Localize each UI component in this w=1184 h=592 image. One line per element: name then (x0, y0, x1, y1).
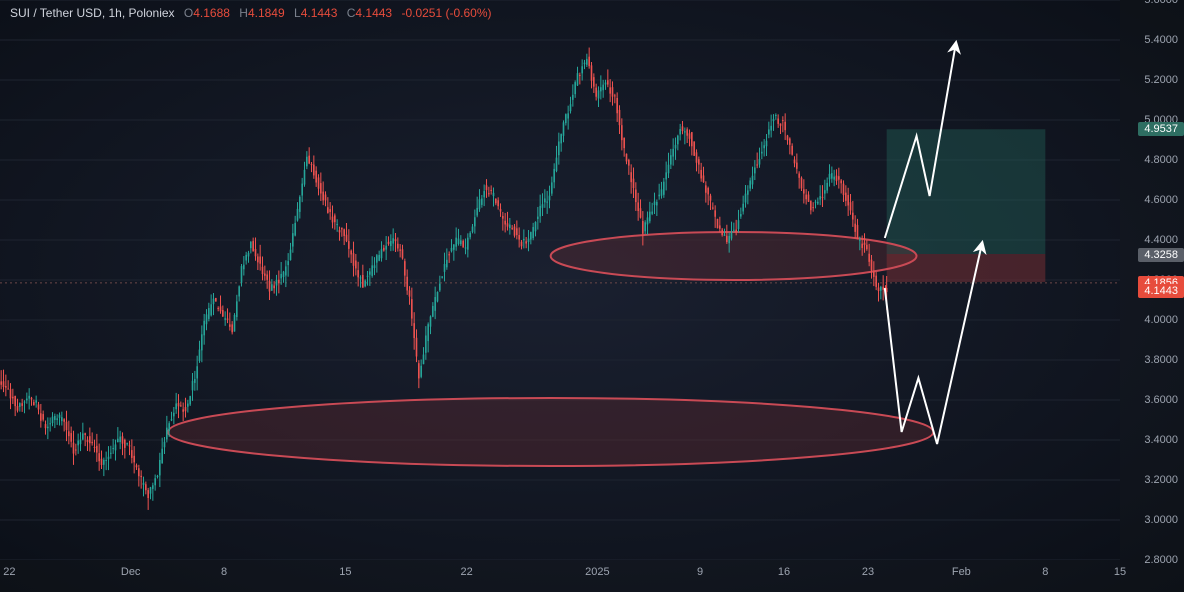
interval-label[interactable]: 1h (108, 6, 121, 20)
exchange-label[interactable]: Poloniex (129, 6, 175, 20)
ohlc-change: -0.0251 (-0.60%) (401, 6, 491, 20)
y-tick: 5.6000 (1144, 0, 1178, 6)
y-axis[interactable]: 2.80003.00003.20003.40003.60003.80004.00… (1120, 0, 1184, 560)
x-tick: 9 (697, 566, 703, 578)
y-tick: 3.0000 (1144, 514, 1178, 526)
x-axis[interactable]: 22Dec81522202591623Feb815 (0, 560, 1120, 592)
ohlc-c: 4.1443 (355, 6, 392, 20)
x-tick: 8 (221, 566, 227, 578)
y-tick: 4.8000 (1144, 154, 1178, 166)
y-tick: 5.2000 (1144, 74, 1178, 86)
x-tick: 8 (1042, 566, 1048, 578)
symbol-name[interactable]: SUI / Tether USD (10, 6, 102, 20)
x-tick: 22 (461, 566, 473, 578)
ohlc-o-label: O (184, 6, 193, 20)
y-tick: 3.4000 (1144, 434, 1178, 446)
x-tick: 16 (778, 566, 790, 578)
x-tick: 23 (862, 566, 874, 578)
x-tick: 15 (339, 566, 351, 578)
x-tick: Dec (121, 566, 141, 578)
price-tag[interactable]: 4.1443 (1138, 284, 1184, 298)
y-tick: 3.6000 (1144, 394, 1178, 406)
y-tick: 4.6000 (1144, 194, 1178, 206)
y-tick: 4.4000 (1144, 234, 1178, 246)
x-tick: 15 (1114, 566, 1126, 578)
y-tick: 5.4000 (1144, 34, 1178, 46)
x-tick: 2025 (585, 566, 609, 578)
ohlc-l-label: L (294, 6, 301, 20)
ohlc-o: 4.1688 (193, 6, 230, 20)
y-tick: 3.2000 (1144, 474, 1178, 486)
chart-svg[interactable] (0, 0, 1120, 560)
y-tick: 3.8000 (1144, 354, 1178, 366)
price-tag[interactable]: 4.3258 (1138, 248, 1184, 262)
chart-root: SUI / Tether USD, 1h, Poloniex O4.1688 H… (0, 0, 1184, 592)
y-tick: 4.0000 (1144, 314, 1178, 326)
ohlc-l: 4.1443 (301, 6, 338, 20)
plot-area[interactable] (0, 0, 1120, 560)
price-tag[interactable]: 4.9537 (1138, 122, 1184, 136)
ohlc-h: 4.1849 (248, 6, 285, 20)
chart-header: SUI / Tether USD, 1h, Poloniex O4.1688 H… (10, 6, 492, 20)
x-tick: Feb (952, 566, 971, 578)
x-tick: 22 (3, 566, 15, 578)
ohlc-h-label: H (239, 6, 248, 20)
y-tick: 2.8000 (1144, 554, 1178, 566)
